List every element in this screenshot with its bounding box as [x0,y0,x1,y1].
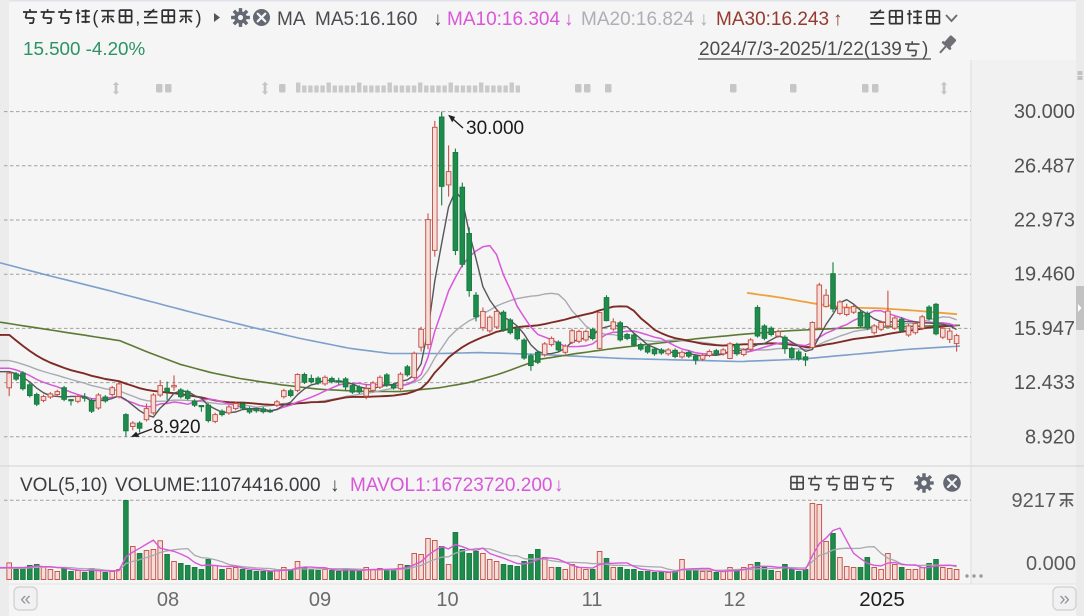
svg-text:30.000: 30.000 [466,118,524,139]
svg-text:»: » [1059,589,1070,610]
svg-text:2024/7/3-2025/1/22(139: 2024/7/3-2025/1/22(139 [699,39,902,60]
svg-text:,: , [135,8,140,28]
svg-text:MA: MA [277,9,306,30]
svg-text:30.000: 30.000 [1014,101,1075,123]
svg-text:↓: ↓ [564,9,574,30]
svg-text:09: 09 [309,589,331,611]
svg-text:↑: ↑ [833,9,843,30]
svg-text:«: « [20,589,31,610]
svg-text:12.433: 12.433 [1014,372,1075,394]
svg-text:08: 08 [157,589,179,611]
svg-text:MA5:16.160: MA5:16.160 [315,9,417,30]
svg-text:↓: ↓ [699,9,709,30]
svg-text:MAVOL1:16723720.200: MAVOL1:16723720.200 [350,475,552,496]
svg-text:(: ( [92,8,98,28]
svg-text:9217: 9217 [1012,490,1057,512]
svg-text:11: 11 [582,589,603,611]
svg-text:MA30:16.243: MA30:16.243 [716,9,829,30]
svg-text:): ) [922,39,928,60]
svg-text:22.973: 22.973 [1014,210,1075,232]
svg-text:MA10:16.304: MA10:16.304 [447,9,560,30]
svg-text:0.000: 0.000 [1026,553,1076,575]
svg-text:26.487: 26.487 [1014,155,1075,177]
svg-text:15.500 -4.20%: 15.500 -4.20% [23,38,145,59]
svg-text:VOLUME:11074416.000: VOLUME:11074416.000 [115,475,321,496]
svg-text:↓: ↓ [330,475,340,496]
svg-text:10: 10 [436,589,458,611]
svg-text:): ) [196,8,202,28]
svg-text:MA20:16.824: MA20:16.824 [581,9,694,30]
svg-text:8.920: 8.920 [1025,426,1075,448]
svg-text:12: 12 [723,589,745,611]
svg-text:VOL(5,10): VOL(5,10) [20,475,108,496]
svg-text:15.947: 15.947 [1014,318,1075,340]
svg-text:↓: ↓ [433,9,443,30]
svg-text:8.920: 8.920 [153,417,201,438]
svg-text:↓: ↓ [554,475,564,496]
svg-text:19.460: 19.460 [1014,264,1075,286]
svg-text:2025: 2025 [859,588,905,611]
